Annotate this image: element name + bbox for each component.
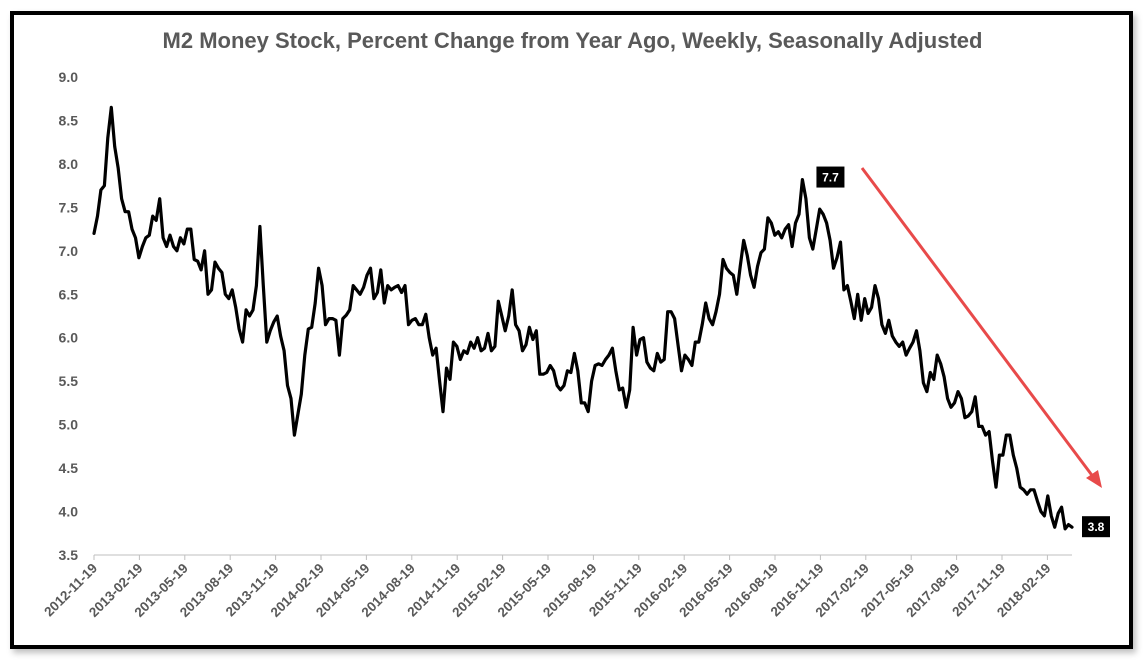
y-tick-label: 3.5 [59, 547, 79, 563]
y-tick-label: 5.0 [59, 417, 79, 433]
y-tick-label: 7.5 [59, 199, 79, 215]
y-tick-label: 7.0 [59, 243, 79, 259]
y-tick-label: 6.5 [59, 286, 79, 302]
y-tick-label: 4.0 [59, 504, 79, 520]
y-tick-label: 4.5 [59, 460, 79, 476]
y-tick-label: 6.0 [59, 330, 79, 346]
data-label: 7.7 [822, 171, 839, 185]
trend-arrow-head [1086, 470, 1102, 488]
trend-arrow-line [860, 167, 1096, 479]
y-tick-label: 5.5 [59, 373, 79, 389]
data-label-box [816, 166, 845, 188]
annotations: 7.7 3.8 [816, 166, 1110, 538]
data-label: 3.8 [1088, 520, 1105, 534]
plot-area [92, 105, 1074, 531]
chart-title: M2 Money Stock, Percent Change from Year… [162, 28, 983, 53]
series-line [92, 105, 1074, 531]
y-tick-label: 9.0 [59, 69, 79, 85]
chart-frame [10, 11, 1133, 649]
y-tick-label: 8.5 [59, 112, 79, 128]
data-label-box [1082, 516, 1110, 538]
y-tick-label: 8.0 [59, 156, 79, 172]
